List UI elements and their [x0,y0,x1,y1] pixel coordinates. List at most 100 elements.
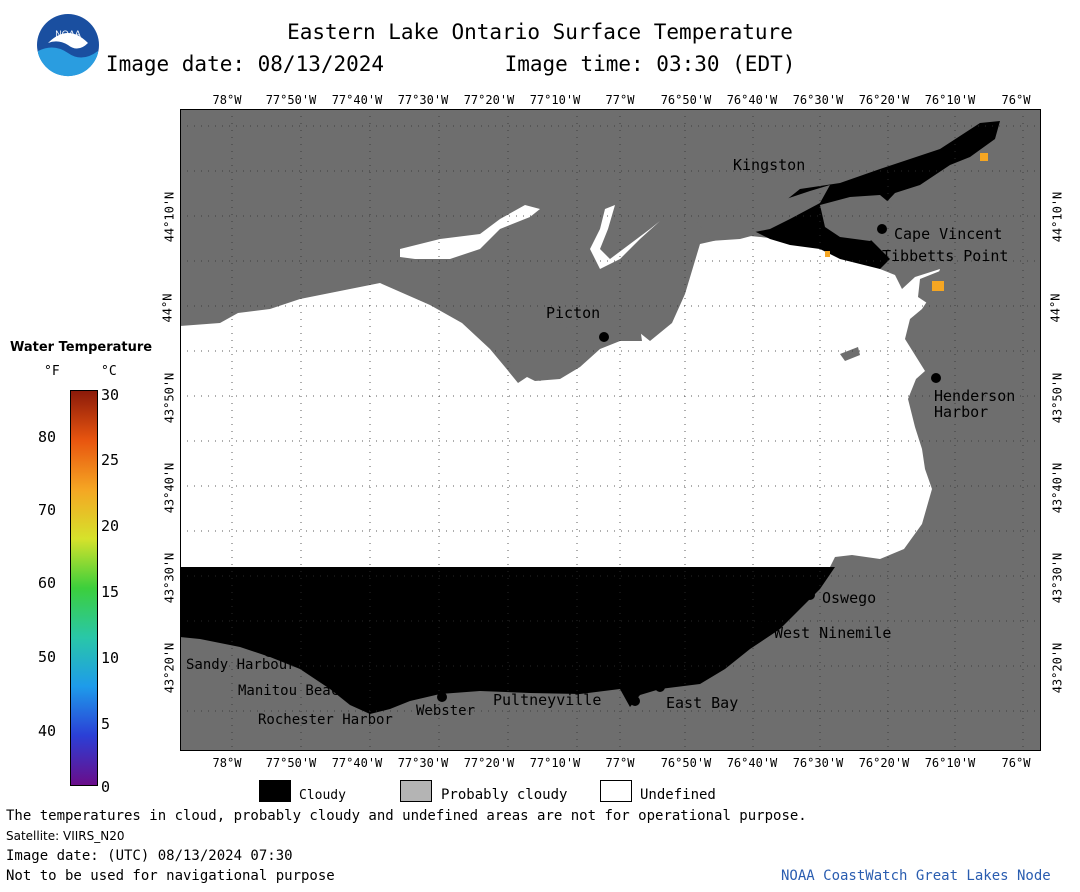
place-markers [264,224,941,710]
lon-bottom-5: 77°10'W [529,756,581,770]
cloud-kingston [750,121,1000,269]
lon-top-6: 77°W [605,93,635,107]
lat-left-2: 43°50'N [162,372,177,424]
marker-tibbetts-point [868,248,878,258]
place-label-tibbetts-point: Tibbetts Point [882,247,1009,265]
lon-top-2: 77°40'W [331,93,383,107]
legend-swatch-probably-cloudy [400,780,432,802]
marker-east-bay [655,682,665,692]
lon-top-11: 76°10'W [924,93,976,107]
warm-pixel-1 [980,153,988,161]
lon-bottom-12: 76°W [1001,756,1031,770]
lon-top-5: 77°10'W [529,93,581,107]
lat-right-3: 43°40'N [1050,462,1065,514]
marker-picton [599,332,609,342]
marker-henderson-harbor [931,373,941,383]
marker-rochester-harbor [378,700,388,710]
place-label-oswego: Oswego [822,589,877,607]
lat-left-0: 44°10'N [162,191,177,243]
lon-bottom-1: 77°50'W [265,756,317,770]
f-tick-80: 80 [38,428,57,446]
lat-right-2: 43°50'N [1050,372,1065,424]
utc-date-text: Image date: (UTC) 08/13/2024 07:30 [6,848,293,864]
c-tick-30: 30 [101,386,120,404]
marker-west-ninemile [760,613,770,623]
map-title: Eastern Lake Ontario Surface Temperature [287,20,793,44]
place-label-picton: Picton [546,304,601,322]
colorbar-unit-f: °F [44,364,60,379]
marker-sodus [630,696,640,706]
lat-left-3: 43°40'N [162,462,177,514]
place-label-rochester-harbor: Rochester Harbor [258,712,393,728]
colorbar-title: Water Temperature [10,340,153,355]
marker-sandy-harbour [264,647,274,657]
lat-left-5: 43°20'N [162,642,177,694]
marker-oswego [805,590,815,600]
place-label-webster: Webster [416,703,476,719]
lon-top-0: 78°W [212,93,242,107]
lon-top-3: 77°30'W [397,93,449,107]
lon-top-7: 76°50'W [660,93,712,107]
marker-pultneyville [540,681,550,691]
lon-bottom-8: 76°40'W [726,756,778,770]
lon-bottom-6: 77°W [605,756,635,770]
map-panel [180,109,1041,751]
navigation-note: Not to be used for navigational purpose [6,868,335,884]
marker-cape-vincent [877,224,887,234]
map-frame [180,109,1041,751]
colorbar-gradient [70,390,98,786]
c-tick-10: 10 [101,649,120,667]
lon-bottom-4: 77°20'W [463,756,515,770]
colorbar-c-ticks: 30 25 20 15 10 5 0 [101,382,131,796]
lon-bottom-11: 76°10'W [924,756,976,770]
lon-top-4: 77°20'W [463,93,515,107]
image-time-label: Image time: 03:30 (EDT) [504,52,796,76]
c-tick-0: 0 [101,778,111,796]
place-label-cape-vincent: Cape Vincent [894,225,1003,243]
lon-bottom-9: 76°30'W [792,756,844,770]
f-tick-40: 40 [38,722,57,740]
lat-right-0: 44°10'N [1050,191,1065,243]
wolfe-island-gap [820,195,892,241]
place-label-manitou-beach: Manitou Beach [238,683,348,699]
lat-right-4: 43°30'N [1050,552,1065,604]
place-label-henderson-harbor: Henderson Harbor [934,387,1016,421]
disclaimer-text: The temperatures in cloud, probably clou… [6,808,807,824]
c-tick-15: 15 [101,583,120,601]
bay-of-quinte [400,205,540,259]
lon-top-10: 76°20'W [858,93,910,107]
legend-label-probably-cloudy: Probably cloudy [441,787,568,803]
place-label-sandy-harbour: Sandy Harbour [186,657,296,673]
f-tick-60: 60 [38,574,57,592]
lake-undefined-area [180,235,940,567]
place-label-pultneyville: Pultneyville [493,691,602,709]
north-channel [590,205,670,269]
lat-left-1: 44°N [160,293,175,323]
place-label-kingston: Kingston [733,156,806,174]
credit-text: NOAA CoastWatch Great Lakes Node [781,868,1051,884]
lon-top-8: 76°40'W [726,93,778,107]
place-label-east-bay: East Bay [666,694,739,712]
lon-bottom-10: 76°20'W [858,756,910,770]
lon-bottom-7: 76°50'W [660,756,712,770]
kingston-shore [695,185,830,239]
galloo-island [840,347,860,361]
colorbar-f-ticks: 80 70 60 50 40 [38,390,68,784]
lat-left-4: 43°30'N [162,552,177,604]
lat-right-1: 44°N [1048,293,1063,323]
c-tick-20: 20 [101,517,120,535]
image-date-label: Image date: 08/13/2024 [105,52,385,76]
c-tick-5: 5 [101,715,111,733]
c-tick-25: 25 [101,451,120,469]
warm-pixel-3 [825,251,830,257]
logo-text: NOAA [55,29,81,39]
satellite-text: Satellite: VIIRS_N20 [6,829,125,843]
colorbar-unit-c: °C [101,364,117,379]
marker-webster [437,692,447,702]
legend-label-undefined: Undefined [640,787,716,803]
lon-top-9: 76°30'W [792,93,844,107]
warm-pixel-2 [932,281,944,291]
f-tick-50: 50 [38,648,57,666]
legend-label-cloudy: Cloudy [299,788,346,803]
lon-bottom-2: 77°40'W [331,756,383,770]
